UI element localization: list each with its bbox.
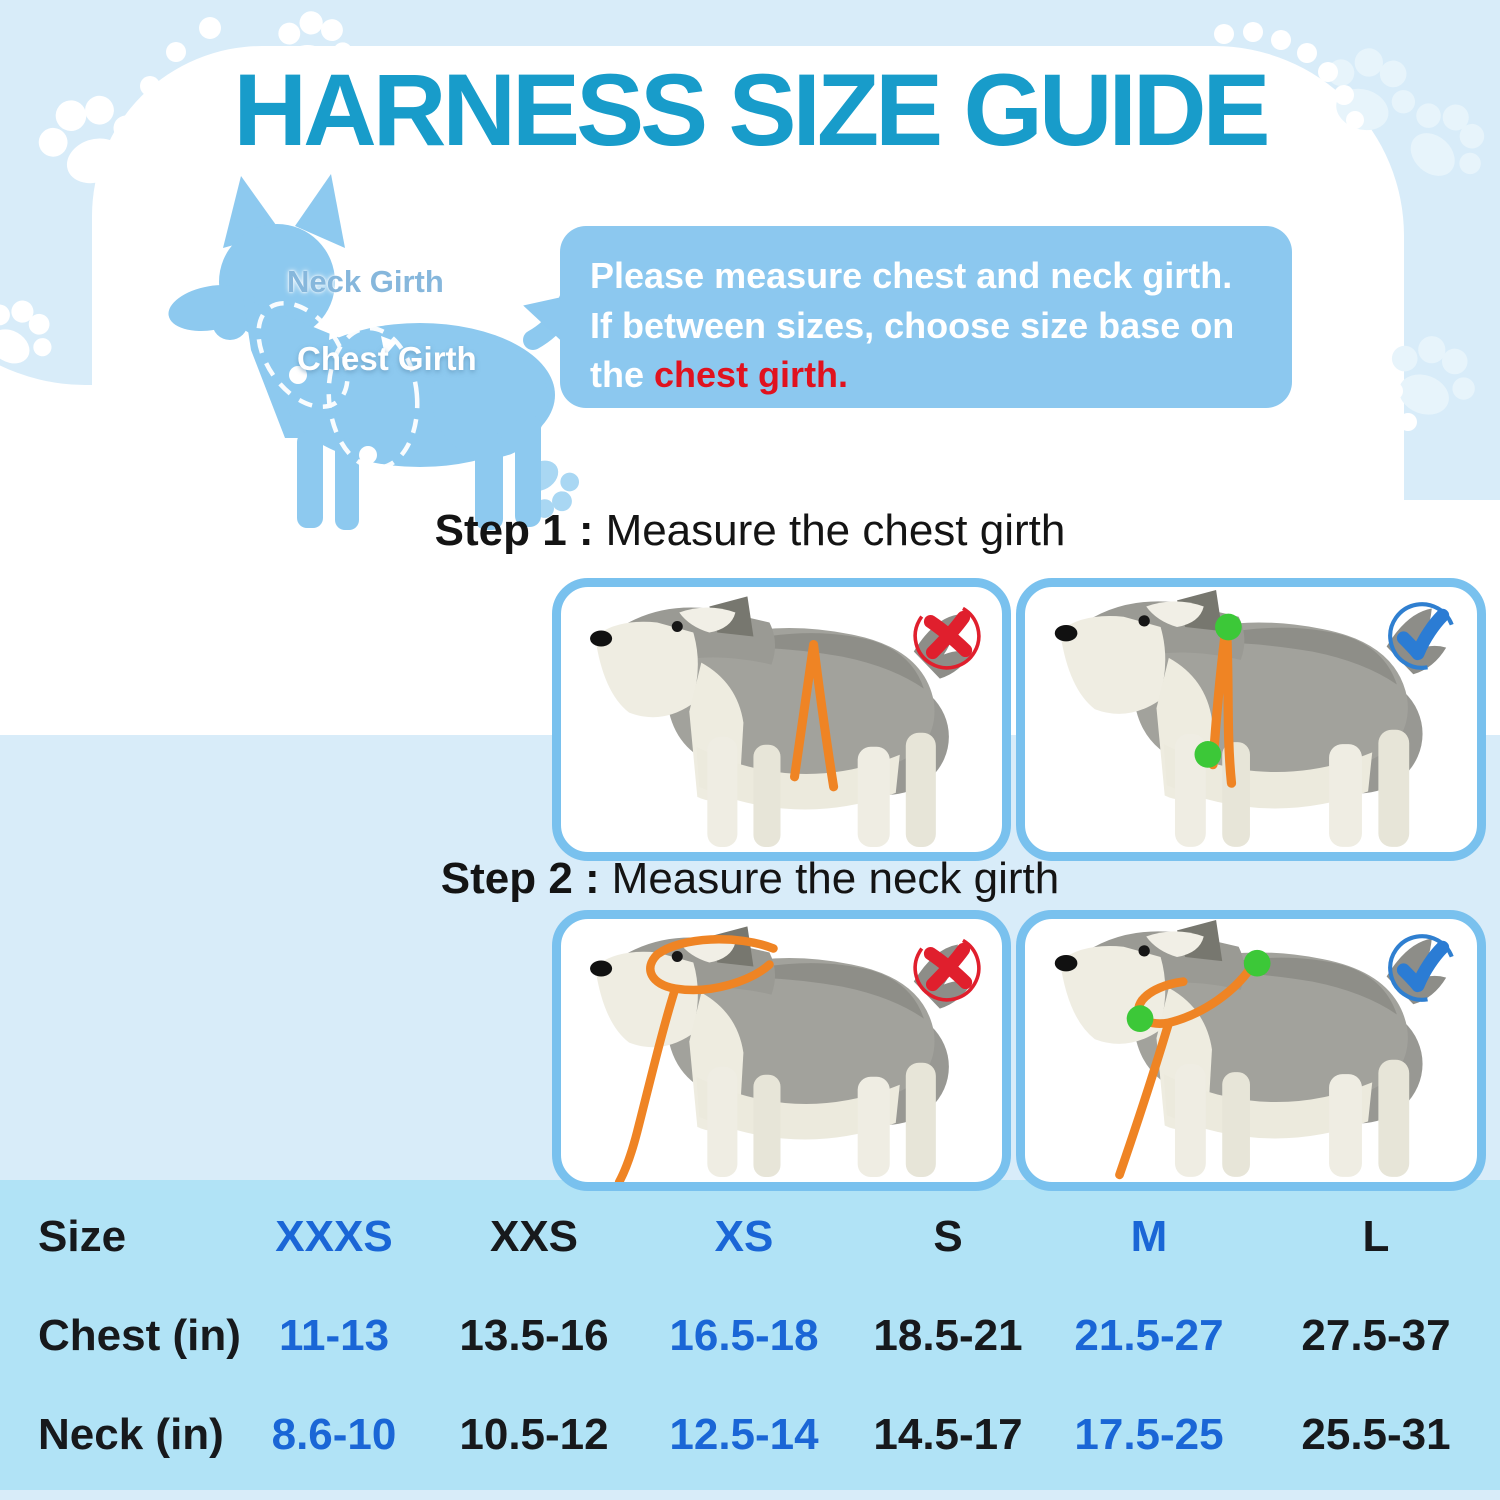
dog-measurement-diagram: Neck Girth Chest Girth [135,170,595,535]
size-table: Size XXXS XXS XS S M L Chest (in) 11-13 … [0,1188,1500,1484]
chest-value-s: 18.5-21 [873,1310,1023,1360]
step2-correct-example-card [1016,910,1486,1191]
size-col-m: M [1130,1212,1168,1262]
neck-value-m: 17.5-25 [1074,1409,1224,1459]
dog-photo-illustration [561,919,1002,1182]
dot-trail-decoration [107,17,1417,431]
speech-bubble-text: Please measure chest and neck girth. If … [560,226,1292,400]
step1-title: Measure the chest girth [605,506,1066,555]
bubble-line-2: If between sizes, choose size base on [590,304,1235,346]
speech-bubble: Please measure chest and neck girth. If … [519,226,1292,408]
dog-photo-illustration [561,587,1002,852]
red-x-icon [908,597,986,675]
row-label-chest: Chest (in) [38,1310,241,1360]
page-title: HARNESS SIZE GUIDE [233,53,1270,167]
step1-label: Step 1 : [434,506,594,555]
neck-value-xs: 12.5-14 [669,1409,819,1459]
step2-title: Measure the neck girth [611,854,1060,903]
neck-value-xxs: 10.5-12 [459,1409,609,1459]
size-col-xxxs: XXXS [275,1212,393,1262]
step1-incorrect-example-card [552,578,1011,861]
step2-incorrect-example-card [552,910,1011,1191]
red-x-icon [908,929,986,1007]
row-label-size: Size [38,1212,127,1262]
chest-girth-highlight: chest girth [654,354,839,396]
step1-correct-example-card [1016,578,1486,861]
dog-photo-illustration [1025,919,1477,1180]
step2-heading: Step 2 : Measure the neck girth [0,854,1500,904]
table-band-background [0,1180,1500,1490]
green-dot-icon [1194,741,1222,768]
bubble-line-3-suffix: . [838,354,849,396]
dog-photo-illustration [1025,587,1477,852]
neck-value-xxxs: 8.6-10 [271,1409,397,1459]
green-dot-icon [1126,1005,1154,1033]
green-dot-icon [1243,949,1271,977]
chest-value-xs: 16.5-18 [669,1310,819,1360]
bottom-strip-background [0,1490,1500,1500]
step1-heading: Step 1 : Measure the chest girth [0,506,1500,556]
size-col-xs: XS [714,1212,774,1262]
chest-value-m: 21.5-27 [1074,1310,1224,1360]
neck-value-l: 25.5-31 [1301,1409,1451,1459]
blue-check-icon [1383,929,1461,1007]
bubble-line-1: Please measure chest and neck girth. [590,255,1233,296]
bubble-line-3-prefix: the [590,354,655,396]
chest-value-xxxs: 11-13 [278,1310,390,1360]
measuring-tape-wrong-position [790,640,839,792]
row-label-neck: Neck (in) [38,1409,224,1459]
size-col-xxs: XXS [489,1212,579,1262]
green-dot-icon [1215,613,1242,641]
dog-silhouette [168,174,587,530]
step2-label: Step 2 : [440,854,600,903]
neck-value-s: 14.5-17 [873,1409,1023,1459]
chest-girth-label: Chest Girth [297,340,477,377]
neck-girth-label: Neck Girth [287,264,444,299]
chest-value-xxs: 13.5-16 [459,1310,609,1360]
blue-check-icon [1383,597,1461,675]
measuring-tape-wrong-position [614,935,778,1182]
chest-value-l: 27.5-37 [1301,1310,1451,1360]
speech-bubble-tail [519,289,573,347]
size-col-s: S [933,1212,963,1262]
size-col-l: L [1362,1212,1390,1262]
